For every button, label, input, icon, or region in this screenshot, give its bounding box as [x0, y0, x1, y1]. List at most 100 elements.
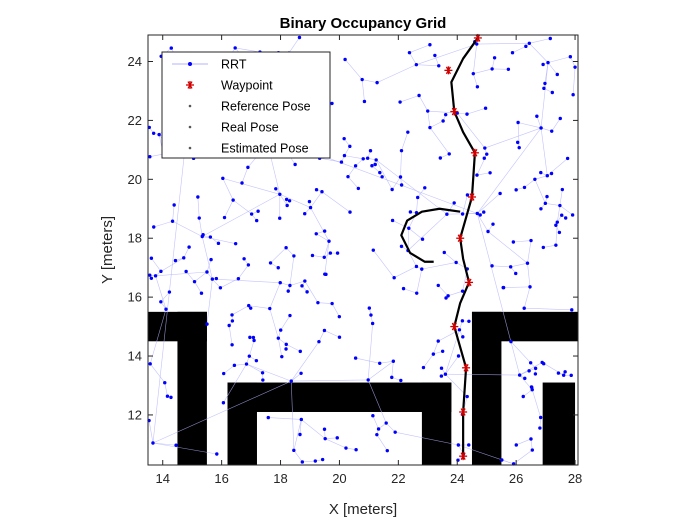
rrt-edge: [551, 118, 561, 132]
rrt-node: [414, 264, 419, 269]
rrt-node: [550, 90, 555, 95]
rrt-node: [555, 220, 559, 224]
rrt-edge: [148, 420, 154, 444]
y-tick-label: 16: [128, 290, 142, 305]
rrt-node: [164, 307, 168, 311]
rrt-node: [167, 290, 172, 294]
rrt-node: [323, 436, 327, 441]
rrt-edge: [246, 363, 292, 382]
rrt-node: [299, 371, 303, 375]
rrt-node: [528, 285, 532, 289]
rrt-node: [570, 213, 575, 217]
rrt-node: [247, 303, 251, 308]
rrt-node: [266, 415, 270, 420]
rrt-node: [248, 335, 252, 340]
rrt-edge: [317, 302, 333, 304]
rrt-edge: [164, 382, 168, 397]
rrt-edge: [355, 357, 380, 364]
ticks-layer: 14 16 18 20 22 24 26 28 12 14 16 18 20 22 24: [128, 35, 582, 486]
obstacles-layer: [148, 311, 578, 465]
rrt-edge: [408, 228, 423, 240]
legend-label: Reference Pose: [221, 100, 311, 114]
rrt-node: [169, 395, 173, 400]
rrt-edge: [556, 205, 561, 223]
rrt-node: [218, 286, 223, 290]
rrt-edge: [249, 340, 255, 357]
rrt-node: [546, 60, 550, 65]
rrt-node: [300, 284, 304, 288]
rrt-edge: [361, 79, 365, 102]
rrt-edge: [367, 379, 387, 424]
rrt-node: [370, 164, 374, 168]
rrt-node: [152, 225, 156, 229]
x-tick-label: 22: [391, 471, 405, 486]
rrt-node: [407, 50, 412, 55]
rrt-node: [254, 218, 259, 223]
rrt-node: [533, 177, 537, 181]
rrt-edge: [492, 265, 511, 268]
rrt-node: [368, 149, 373, 153]
rrt-node: [433, 53, 437, 58]
rrt-node: [344, 446, 348, 450]
rrt-node: [327, 239, 331, 243]
rrt-nodes-layer: [147, 35, 577, 466]
rrt-node: [426, 109, 430, 113]
rrt-node: [558, 116, 562, 121]
rrt-node: [298, 349, 302, 354]
rrt-edge: [503, 286, 531, 288]
rrt-node: [153, 274, 158, 278]
rrt-node: [278, 280, 282, 285]
rrt-edge: [153, 220, 173, 228]
rrt-node: [215, 452, 219, 456]
rrt-node: [182, 256, 186, 260]
rrt-node: [406, 130, 410, 134]
rrt-node: [456, 443, 461, 447]
rrt-node: [278, 216, 282, 220]
rrt-edge: [367, 323, 373, 380]
rrt-node: [244, 362, 249, 366]
rrt-node: [201, 233, 205, 237]
rrt-node: [159, 269, 163, 274]
rrt-node: [324, 272, 328, 277]
rrt-edge: [379, 360, 394, 364]
rrt-node: [522, 306, 526, 310]
rrt-node: [322, 229, 327, 233]
rrt-node: [573, 65, 577, 69]
rrt-node: [428, 43, 432, 47]
rrt-edge: [331, 303, 340, 317]
rrt-edge: [234, 363, 247, 366]
rrt-edge: [304, 280, 319, 303]
rrt-edge: [202, 236, 236, 244]
rrt-edge: [477, 213, 489, 232]
rrt-edge: [418, 95, 428, 112]
rrt-edge: [344, 146, 351, 156]
rrt-edge: [149, 153, 164, 158]
rrt-node: [478, 213, 482, 217]
rrt-node: [482, 156, 486, 160]
rrt-node: [356, 186, 361, 191]
rrt-node: [330, 101, 334, 106]
rrt-edge: [409, 52, 417, 65]
rrt-edge: [540, 62, 549, 128]
waypoint-marker: [459, 452, 468, 461]
rrt-edge: [246, 363, 263, 374]
rrt-node: [545, 174, 549, 178]
rrt-node: [485, 152, 489, 156]
rrt-edge: [530, 438, 533, 451]
rrt-edge: [347, 165, 356, 177]
rrt-edge: [373, 249, 395, 278]
rrt-node: [232, 363, 237, 368]
rrt-edge: [172, 204, 175, 222]
rrt-node: [342, 153, 347, 158]
rrt-node: [374, 158, 378, 162]
rrt-node: [533, 372, 538, 376]
rrt-edge: [547, 56, 571, 63]
rrt-edge: [375, 159, 393, 190]
rrt-node: [330, 301, 334, 306]
rrt-node: [249, 212, 254, 216]
rrt-node: [317, 339, 321, 344]
rrt-edge: [220, 278, 239, 289]
rrt-node: [165, 394, 170, 398]
rrt-edge: [570, 56, 576, 68]
rrt-node: [268, 261, 273, 265]
